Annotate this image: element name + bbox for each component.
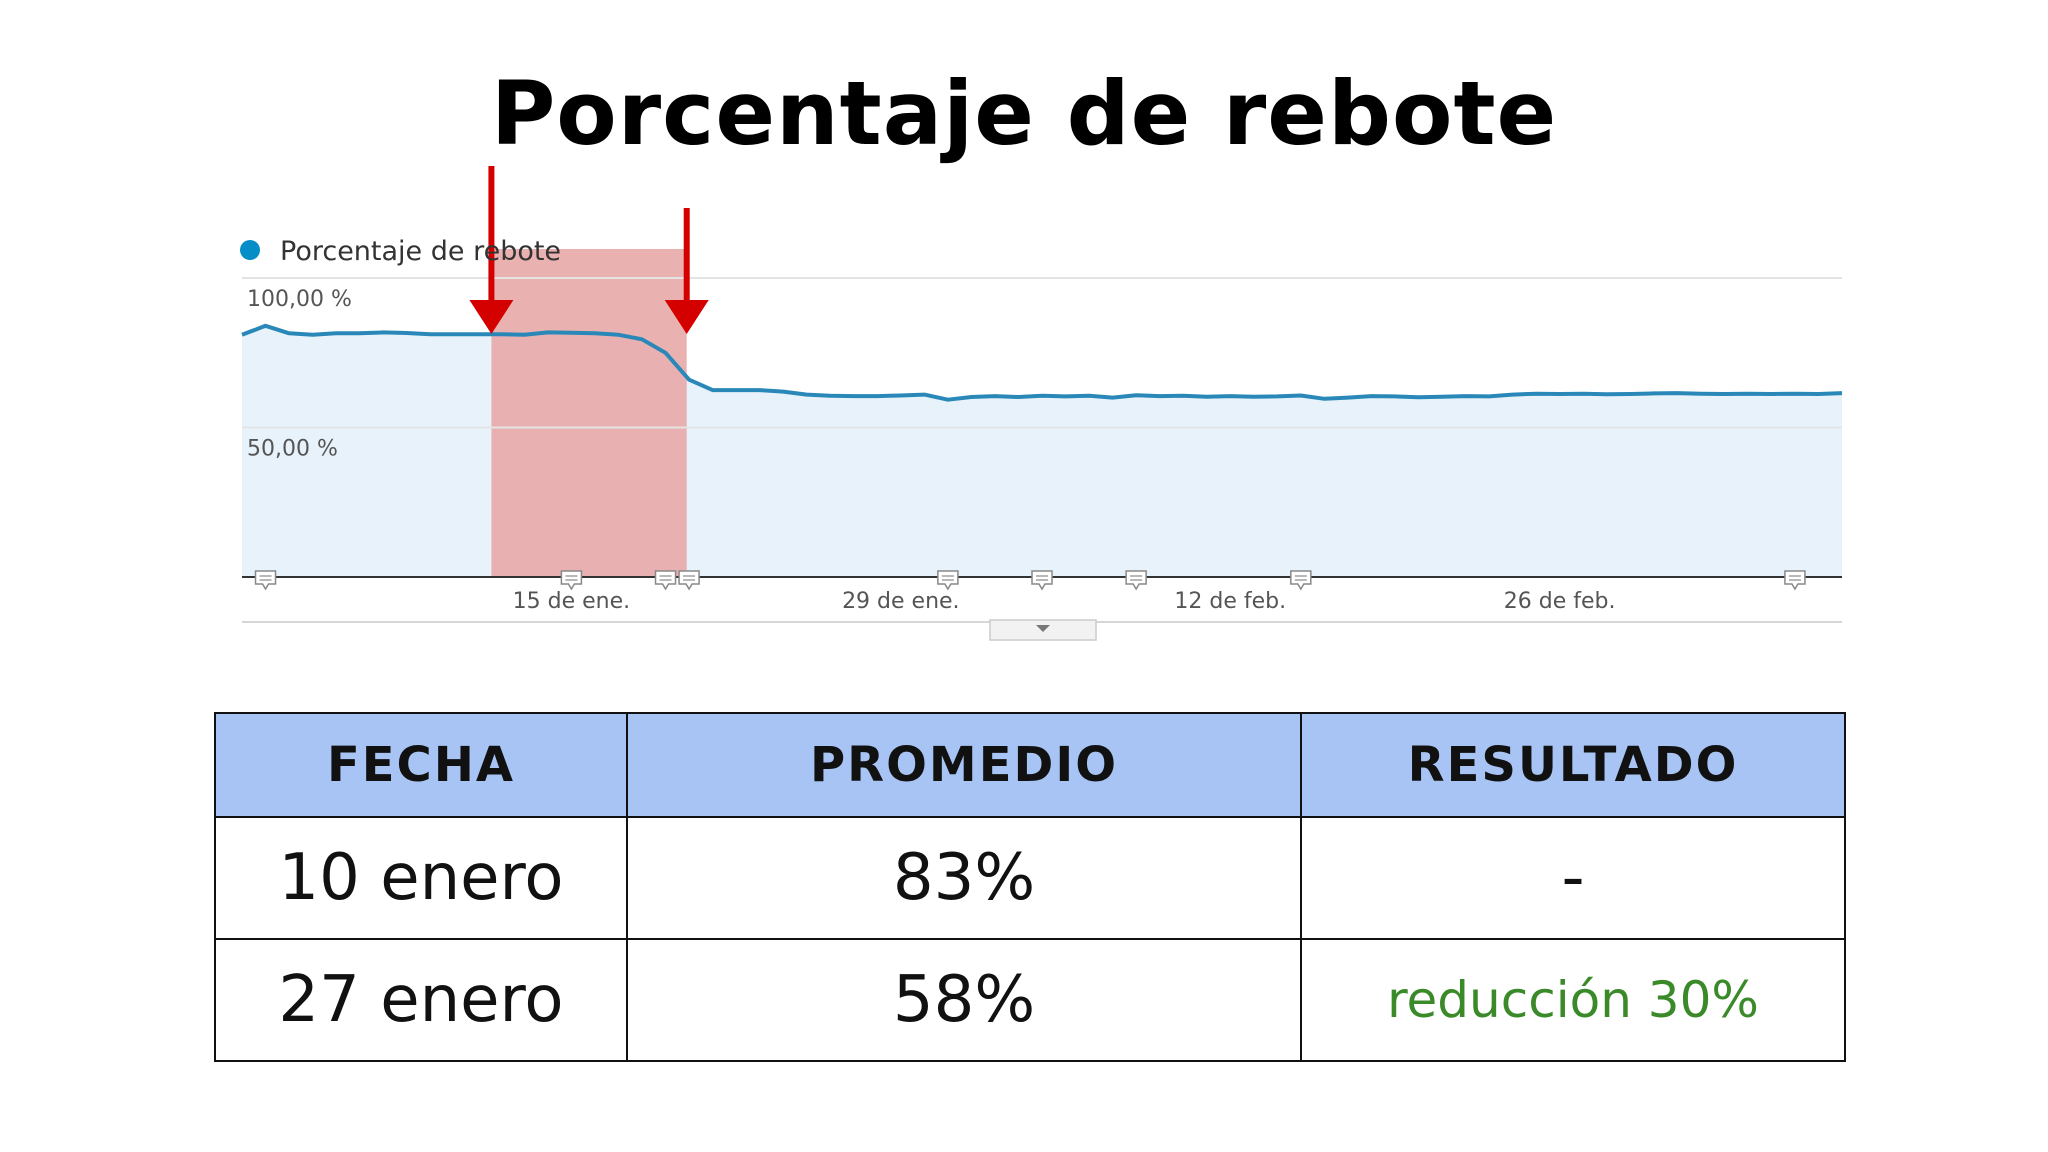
x-tick-label: 26 de feb. <box>1504 589 1616 614</box>
red-arrow-icon <box>469 166 514 334</box>
bounce-rate-chart: 100,00 % 50,00 % 15 de ene. 29 de ene. 12 de… <box>240 166 1843 641</box>
y-tick-label: 50,00 % <box>247 437 338 462</box>
table-row: 27 enero 58% reducción 30% <box>214 938 1846 1062</box>
annotation-marker-icon[interactable] <box>654 570 677 591</box>
cell-resultado: reducción 30% <box>1300 938 1846 1062</box>
x-tick-label: 29 de ene. <box>842 589 960 614</box>
y-tick-label: 100,00 % <box>247 287 352 312</box>
header-promedio: PROMEDIO <box>626 712 1302 818</box>
legend-entry: Porcentaje de rebote <box>280 236 561 267</box>
annotation-marker-icon[interactable] <box>937 570 959 591</box>
annotation-marker-icon[interactable] <box>1031 570 1053 591</box>
cell-promedio: 83% <box>626 816 1302 940</box>
cell-promedio: 58% <box>626 938 1302 1062</box>
page-title: Porcentaje de rebote <box>490 62 1558 165</box>
cell-fecha: 27 enero <box>214 938 628 1062</box>
series-line <box>241 323 1843 402</box>
legend: Porcentaje de rebote <box>240 236 561 267</box>
x-tick-label: 12 de feb. <box>1174 589 1286 614</box>
bounce-summary-table: FECHA PROMEDIO RESULTADO 10 enero 83% - … <box>214 712 1846 1062</box>
annotation-marker-icon[interactable] <box>560 570 583 591</box>
x-tick-label: 15 de ene. <box>513 589 631 614</box>
header-fecha: FECHA <box>214 712 628 818</box>
cell-fecha: 10 enero <box>214 816 628 940</box>
red-arrow-icon <box>664 208 709 334</box>
table-row: 10 enero 83% - <box>214 816 1846 940</box>
annotation-marker-icon[interactable] <box>1784 570 1806 591</box>
cell-resultado: - <box>1300 816 1846 940</box>
series-area-fill <box>242 325 1842 577</box>
annotation-marker-icon[interactable] <box>1290 570 1312 591</box>
annotation-marker-icon[interactable] <box>254 570 277 591</box>
annotation-marker-icon[interactable] <box>1125 570 1147 591</box>
table-header-row: FECHA PROMEDIO RESULTADO <box>214 712 1846 818</box>
annotation-marker-icon[interactable] <box>678 570 700 591</box>
highlight-band <box>491 249 687 577</box>
chevron-down-icon <box>1036 625 1050 632</box>
legend-dot <box>240 240 260 260</box>
header-resultado: RESULTADO <box>1300 712 1846 818</box>
chart-expand-toggle[interactable] <box>989 619 1097 641</box>
